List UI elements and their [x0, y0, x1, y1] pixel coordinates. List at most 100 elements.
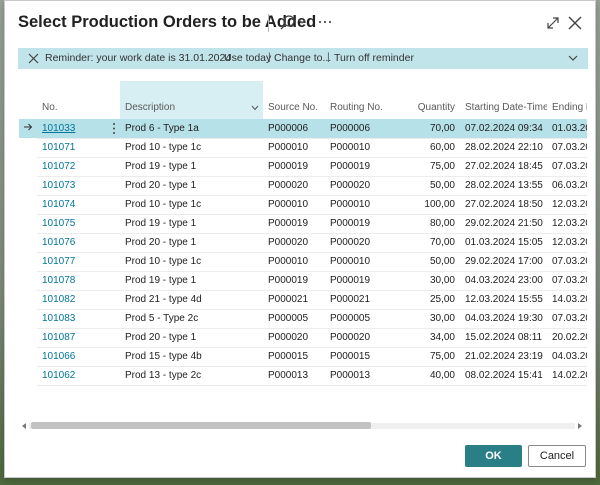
table-row[interactable]: 101087 Prod 20 - type 1 P000020 P000020 34,0… [19, 328, 587, 348]
scroll-right-icon[interactable] [576, 422, 584, 430]
use-today-link[interactable]: Use today [224, 52, 272, 64]
cell-routing-no: P000019 [325, 271, 405, 291]
reminder-divider: | [327, 51, 330, 63]
table-row[interactable]: 101076 Prod 20 - type 1 P000020 P000020 70,0… [19, 233, 587, 253]
table-row[interactable]: 101077 Prod 10 - type 1c P000010 P000010 50,… [19, 252, 587, 272]
table-row[interactable]: 101078 Prod 19 - type 1 P000019 P000019 30,0… [19, 271, 587, 291]
table-row[interactable]: 101071 Prod 10 - type 1c P000010 P000010 60,… [19, 138, 587, 158]
cell-source-no: P000005 [263, 309, 325, 329]
table-row[interactable]: 101074 Prod 10 - type 1c P000010 P000010 100… [19, 195, 587, 215]
row-actions-icon[interactable] [112, 122, 116, 135]
cell-quantity: 80,00 [405, 214, 460, 234]
cell-no[interactable]: 101077 [37, 252, 120, 272]
order-no-link[interactable]: 101033 [42, 122, 76, 134]
order-no-link[interactable]: 101077 [42, 256, 76, 267]
cell-quantity: 40,00 [405, 366, 460, 386]
row-indicator [19, 157, 37, 176]
column-header-description[interactable]: Description [120, 81, 263, 119]
cell-no[interactable]: 101062 [37, 366, 120, 386]
cell-ending-date-time: 07.03.202 [547, 138, 587, 158]
cell-no[interactable]: 101082 [37, 290, 120, 310]
cell-starting-date-time: 21.02.2024 23:19 [460, 347, 547, 367]
ok-button[interactable]: OK [465, 445, 522, 467]
row-indicator [19, 195, 37, 214]
table-row[interactable]: 101066 Prod 15 - type 4b P000015 P000015 75,… [19, 347, 587, 367]
cell-ending-date-time: 14.03.202 [547, 290, 587, 310]
cell-no[interactable]: 101066 [37, 347, 120, 367]
order-no-link[interactable]: 101082 [42, 294, 76, 305]
cancel-button[interactable]: Cancel [528, 445, 586, 467]
cell-description: Prod 13 - type 2c [120, 366, 263, 386]
more-options-button[interactable] [315, 13, 335, 33]
column-header-starting-date-time[interactable]: Starting Date-Time [465, 102, 547, 113]
cell-ending-date-time: 06.03.202 [547, 176, 587, 196]
cell-no[interactable]: 101083 [37, 309, 120, 329]
row-indicator-header [19, 81, 37, 119]
order-no-link[interactable]: 101083 [42, 313, 76, 324]
horizontal-scrollbar[interactable] [19, 420, 585, 431]
order-no-link[interactable]: 101076 [42, 237, 76, 248]
cell-routing-no: P000010 [325, 252, 405, 272]
table-row[interactable]: 101072 Prod 19 - type 1 P000019 P000019 75,0… [19, 157, 587, 177]
order-no-link[interactable]: 101087 [42, 332, 76, 343]
scrollbar-thumb[interactable] [31, 422, 371, 429]
cell-starting-date-time: 04.03.2024 19:30 [460, 309, 547, 329]
cell-no[interactable]: 101033 [37, 119, 120, 139]
cell-description: Prod 20 - type 1 [120, 233, 263, 253]
chevron-down-icon[interactable] [568, 54, 578, 62]
cell-no[interactable]: 101073 [37, 176, 120, 196]
ellipsis-icon [318, 20, 332, 24]
change-to-link[interactable]: Change to... [274, 52, 332, 64]
table-row[interactable]: 101033 Prod 6 - Type 1a P000006 P000006 70,0… [19, 119, 587, 139]
cell-no[interactable]: 101087 [37, 328, 120, 348]
expand-button[interactable] [543, 13, 563, 33]
cell-routing-no: P000021 [325, 290, 405, 310]
search-button[interactable] [277, 13, 309, 33]
row-indicator [19, 138, 37, 157]
cell-routing-no: P000015 [325, 347, 405, 367]
row-indicator [19, 271, 37, 290]
column-header-routing-no[interactable]: Routing No. [330, 102, 383, 113]
column-header-source-no[interactable]: Source No. [268, 102, 319, 113]
order-no-link[interactable]: 101073 [42, 180, 76, 191]
order-no-link[interactable]: 101072 [42, 161, 76, 172]
order-no-link[interactable]: 101066 [42, 351, 76, 362]
turn-off-reminder-link[interactable]: Turn off reminder [334, 52, 414, 64]
cell-routing-no: P000019 [325, 157, 405, 177]
order-no-link[interactable]: 101071 [42, 142, 76, 153]
table-row[interactable]: 101062 Prod 13 - type 2c P000013 P000013 40,… [19, 366, 587, 386]
cell-quantity: 100,00 [405, 195, 460, 215]
table-row[interactable]: 101073 Prod 20 - type 1 P000020 P000020 50,0… [19, 176, 587, 196]
scroll-left-icon[interactable] [20, 422, 28, 430]
expand-icon [547, 17, 559, 29]
table-row[interactable]: 101075 Prod 19 - type 1 P000019 P000019 80,0… [19, 214, 587, 234]
column-header-quantity[interactable]: Quantity [417, 102, 455, 113]
row-indicator [19, 290, 37, 309]
column-header-ending-date-time[interactable]: Ending Dat [552, 102, 587, 113]
cell-ending-date-time: 07.03.202 [547, 157, 587, 177]
column-header-no[interactable]: No. [42, 102, 58, 113]
table-row[interactable]: 101082 Prod 21 - type 4d P000021 P000021 25,… [19, 290, 587, 310]
order-no-link[interactable]: 101074 [42, 199, 76, 210]
chevron-down-icon[interactable] [251, 105, 259, 111]
cell-routing-no: P000010 [325, 138, 405, 158]
order-no-link[interactable]: 101075 [42, 218, 76, 229]
cell-no[interactable]: 101072 [37, 157, 120, 177]
table-row[interactable]: 101083 Prod 5 - Type 2c P000005 P000005 30,0… [19, 309, 587, 329]
cell-no[interactable]: 101075 [37, 214, 120, 234]
order-no-link[interactable]: 101078 [42, 275, 76, 286]
close-button[interactable] [565, 13, 585, 33]
cell-ending-date-time: 07.03.202 [547, 309, 587, 329]
cell-routing-no: P000020 [325, 233, 405, 253]
cell-no[interactable]: 101078 [37, 271, 120, 291]
cell-description: Prod 20 - type 1 [120, 328, 263, 348]
cell-no[interactable]: 101074 [37, 195, 120, 215]
cell-ending-date-time: 14.02.202 [547, 366, 587, 386]
row-indicator [19, 233, 37, 252]
dismiss-reminder-icon[interactable] [28, 53, 39, 64]
cell-no[interactable]: 101076 [37, 233, 120, 253]
cell-ending-date-time: 07.03.202 [547, 252, 587, 272]
cell-no[interactable]: 101071 [37, 138, 120, 158]
close-icon [568, 16, 582, 30]
order-no-link[interactable]: 101062 [42, 370, 76, 381]
